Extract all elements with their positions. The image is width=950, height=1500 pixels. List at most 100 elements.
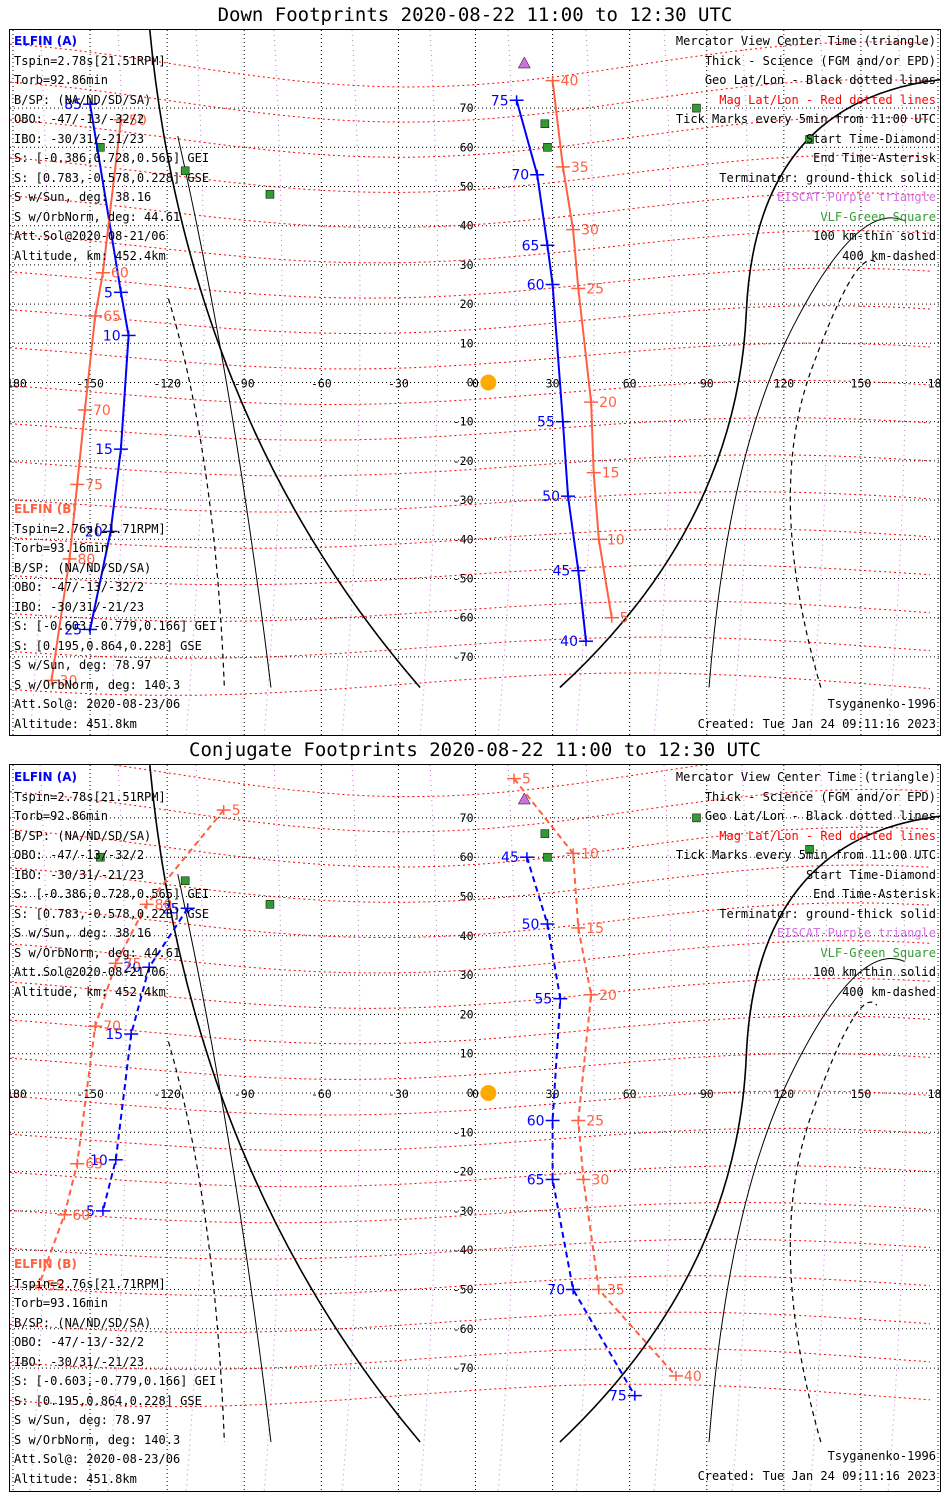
mag-lon-gridline: [419, 765, 439, 1491]
mag-lon-gridline: [263, 765, 283, 1491]
mag-lat-gridline: [10, 977, 931, 1009]
mag-lat-gridline: [10, 342, 931, 370]
mag-lat-gridline: [10, 672, 931, 696]
x-tick-label: -180: [10, 377, 27, 391]
elfin-a-param: Altitude, km: 452.4km: [14, 984, 166, 999]
track-tick-label: 15: [95, 442, 113, 458]
track-tick-label: 50: [522, 917, 540, 933]
track-tick-label: 70: [103, 1019, 121, 1035]
x-tick-label: 150: [851, 377, 872, 391]
y-tick-label: 40: [460, 219, 474, 233]
elfin-b-param: OBO: -47/-13/-32/2: [14, 580, 145, 594]
track-tick-label: 10: [581, 846, 599, 862]
elfin-a-param: S w/Sun, deg: 38.16: [14, 190, 152, 204]
mag-lat-gridline: [10, 788, 931, 833]
x-tick-label: -90: [234, 1087, 255, 1101]
elfin-a-param: S w/Sun, deg: 38.16: [14, 926, 152, 940]
mag-lat-gridline: [10, 454, 931, 477]
elfin-b-param: Att.Sol@: 2020-08-23/06: [14, 1452, 181, 1466]
model-label: Tsyganenko-1996: [827, 1449, 936, 1463]
track-tick-label: 75: [124, 956, 142, 972]
elfin-a-param: S: [0.783,-0.578,0.228] GSE: [14, 170, 210, 185]
mag-lat-gridline: [10, 864, 931, 903]
elfin-b-param: S: [0.195,0.864,0.228] GSE: [14, 638, 202, 653]
mag-lat-gridline: [10, 41, 931, 88]
elfin-b-param: Torb=93.16min: [14, 541, 108, 555]
y-tick-label: 60: [460, 140, 474, 154]
legend-entry: 100 km-thin solid: [813, 965, 936, 979]
y-tick-label: -30: [453, 493, 474, 507]
elfin-b-param: S: [-0.603,-0.779,0.166] GEI: [14, 1374, 217, 1388]
panel-title: Conjugate Footprints 2020-08-22 11:00 to…: [189, 739, 761, 761]
legend-entry: Geo Lat/Lon - Black dotted lines: [704, 73, 936, 87]
elfin-a-param: S w/OrbNorm, deg: 44.61: [14, 945, 181, 960]
panel-title: Down Footprints 2020-08-22 11:00 to 12:3…: [217, 4, 733, 26]
legend-entry: Geo Lat/Lon - Black dotted lines: [704, 809, 936, 823]
legend-entry: 400 km-dashed: [842, 248, 936, 263]
elfin-b-param: IBO: -30/31/-21/23: [14, 1354, 145, 1369]
legend: Mercator View Center Time (triangle) Thic…: [676, 768, 936, 1002]
track-tick-label: 25: [586, 1114, 604, 1130]
x-tick-label: -150: [76, 1087, 104, 1101]
mag-lat-gridline: [10, 305, 931, 334]
track-tick-label: 10: [90, 1153, 108, 1169]
elfin-b-param: Att.Sol@: 2020-08-23/06: [14, 697, 181, 711]
track-tick-label: 10: [103, 328, 121, 344]
terminator-line: [149, 30, 421, 689]
elfin-b-param: Torb=93.16min: [14, 1296, 108, 1310]
track-tick-label: 35: [571, 160, 589, 176]
track-tick-label: 25: [64, 622, 82, 638]
track-tick-label: 75: [491, 93, 509, 109]
elfin-b-track: [551, 80, 613, 618]
track-tick-label: 60: [527, 1114, 545, 1130]
legend-entry: Tick Marks every 5min from 11:00 UTC: [675, 112, 936, 126]
track-tick-label: 40: [561, 74, 579, 90]
legend-entry: Mag Lat/Lon - Red dotted lines: [719, 92, 936, 107]
terminator-line: [559, 815, 940, 1443]
x-tick-label: 120: [773, 377, 794, 391]
mag-lat-gridline: [10, 116, 931, 158]
track-tick-label: 10: [607, 532, 625, 548]
elfin-b-param: Tspin=2.76s[21.71RPM]: [14, 1276, 166, 1291]
elfin-a-param: B/SP: (NA/ND/SD/SA): [14, 92, 152, 107]
mag-lon-gridline: [809, 30, 829, 735]
track-tick-label: 20: [123, 960, 141, 976]
elfin-a-param: S: [0.783,-0.578,0.228] GSE: [14, 906, 210, 921]
track-tick-label: 20: [599, 988, 617, 1004]
eiscat-triangle-icon: [517, 56, 531, 69]
created-label: Created: Tue Jan 24 09:11:16 2023: [697, 1469, 936, 1483]
mag-lat-gridline: [10, 826, 931, 868]
y-tick-label: -40: [453, 1243, 474, 1257]
elfin-b-info: ELFIN (B) Tspin=2.76s[21.71RPM] Torb=93.16…: [14, 500, 216, 734]
elfin-b-param: S w/Sun, deg: 78.97: [14, 1413, 152, 1427]
elfin-b-param: B/SP: (NA/ND/SD/SA): [14, 560, 152, 575]
mag-lat-gridline: [10, 1383, 931, 1408]
elfin-a-track: [515, 100, 587, 642]
track-tick-label: 25: [586, 281, 604, 297]
track-tick-label: 60: [72, 1208, 90, 1224]
elfin-a-name: ELFIN (A): [14, 34, 77, 48]
track-tick-label: 55: [534, 992, 552, 1008]
track-tick-label: 15: [105, 1027, 123, 1043]
conjugate-footprints-map: 706050403020100-10-20-30-40-50-60-70-180…: [9, 764, 941, 1492]
elfin-a-info: ELFIN (A) Tspin=2.78s[21.51RPM] Torb=92.86…: [14, 32, 209, 266]
x-tick-label: -60: [311, 1087, 332, 1101]
elfin-b-info: ELFIN (B) Tspin=2.76s[21.71RPM] Torb=93.16…: [14, 1255, 216, 1489]
x-tick-label: -120: [153, 1087, 181, 1101]
track-tick-label: 25: [162, 901, 180, 917]
track-tick-label: 70: [511, 168, 529, 184]
mag-lat-gridline: [10, 1090, 931, 1116]
y-tick-label: -20: [453, 454, 474, 468]
x-tick-label: 120: [773, 1087, 794, 1101]
vlf-square-icon: [692, 103, 701, 113]
terminator-400km: [167, 298, 225, 688]
track-tick-label: 40: [560, 634, 578, 650]
elfin-a-param: S: [-0.386,0.728,0.565] GEI: [14, 151, 210, 165]
elfin-b-param: S w/OrbNorm, deg: 140.3: [14, 677, 181, 692]
x-tick-label: -120: [153, 377, 181, 391]
elfin-b-name: ELFIN (B): [14, 502, 77, 516]
elfin-a-param: Torb=92.86min: [14, 73, 108, 87]
mag-lon-gridline: [497, 30, 517, 735]
y-tick-label: -10: [453, 1125, 474, 1139]
track-tick-label: 40: [684, 1369, 702, 1385]
